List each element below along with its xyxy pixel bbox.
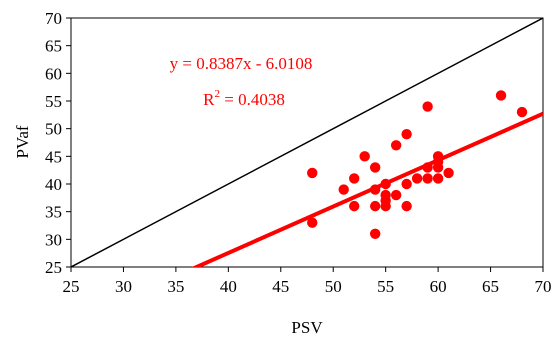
- x-tick-label: 30: [115, 277, 132, 296]
- data-point: [338, 184, 349, 195]
- data-point: [380, 200, 391, 212]
- y-tick-label: 45: [45, 147, 62, 166]
- data-point: [432, 162, 444, 173]
- data-point: [380, 178, 391, 190]
- x-tick-label: 50: [325, 277, 342, 296]
- x-axis-title: PSV: [291, 318, 323, 337]
- x-tick-label: 55: [377, 277, 394, 296]
- identity-line: [71, 18, 543, 267]
- x-tick-label: 45: [272, 277, 289, 296]
- y-tick-label: 50: [45, 120, 62, 139]
- data-point: [422, 173, 433, 184]
- data-point: [369, 162, 381, 173]
- y-tick-label: 70: [45, 9, 62, 28]
- y-tick-label: 55: [45, 92, 62, 111]
- data-point: [411, 173, 423, 184]
- x-tick-label: 40: [220, 277, 237, 296]
- data-point: [307, 217, 318, 228]
- y-tick-label: 60: [45, 64, 62, 83]
- data-point: [390, 140, 402, 151]
- r-squared-prefix: R: [203, 90, 215, 109]
- data-point: [359, 151, 370, 162]
- y-tick-label: 25: [45, 258, 62, 277]
- data-point: [443, 167, 454, 179]
- data-point: [495, 90, 507, 101]
- x-tick-label: 35: [167, 277, 184, 296]
- x-tick-label: 70: [535, 277, 551, 296]
- data-point: [369, 228, 381, 239]
- data-point: [401, 200, 412, 212]
- data-point: [432, 173, 444, 184]
- r-squared-label: R2 = 0.4038: [203, 88, 285, 109]
- x-tick-label: 65: [482, 277, 499, 296]
- data-point: [307, 167, 318, 179]
- r-squared-exponent: 2: [215, 88, 221, 100]
- trendline: [191, 111, 543, 267]
- r-squared-value: = 0.4038: [220, 90, 285, 109]
- data-point: [369, 200, 381, 212]
- data-point: [422, 162, 433, 173]
- y-tick-label: 30: [45, 230, 62, 249]
- y-tick-label: 65: [45, 37, 62, 56]
- data-point: [401, 129, 412, 140]
- data-point: [349, 200, 360, 212]
- data-point: [369, 184, 381, 195]
- data-point: [390, 189, 402, 201]
- data-point: [516, 106, 528, 118]
- y-tick-label: 40: [45, 175, 62, 194]
- y-axis-title: PVaf: [13, 125, 32, 158]
- trendline-equation: y = 0.8387x - 6.0108: [170, 54, 313, 73]
- data-point: [422, 101, 433, 112]
- data-point: [401, 178, 412, 190]
- x-tick-label: 60: [430, 277, 447, 296]
- y-tick-label: 35: [45, 203, 62, 222]
- x-tick-label: 25: [63, 277, 80, 296]
- data-point: [349, 173, 360, 184]
